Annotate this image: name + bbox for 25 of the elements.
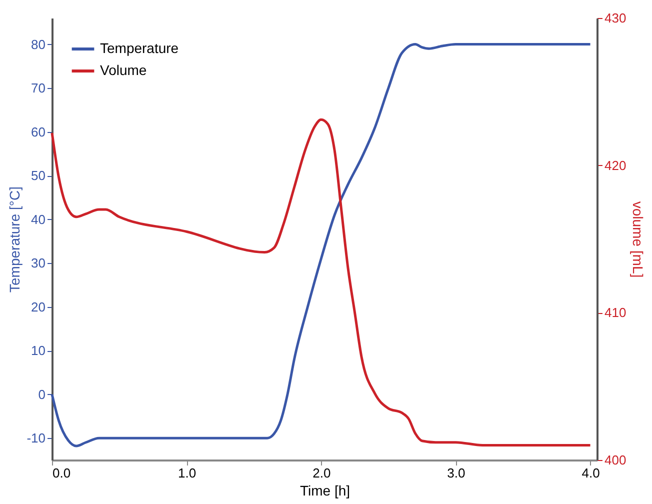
x-tick-label: 1.0 — [178, 466, 196, 480]
y-tick-label: -10 — [26, 430, 46, 446]
y-tick-label: 50 — [31, 168, 46, 184]
y2-axis-title: volume [mL] — [630, 201, 646, 278]
y2-tick-label: 420 — [604, 158, 626, 173]
x-tick-label: 0.0 — [52, 466, 71, 480]
x-axis-title: Time [h] — [300, 482, 350, 498]
x-tick-label: 4.0 — [582, 466, 600, 480]
y-tick-label: 10 — [31, 343, 46, 358]
y2-tick-label: 430 — [604, 10, 626, 26]
legend-label: Volume — [100, 62, 147, 78]
y-tick-label: 30 — [31, 256, 46, 271]
line-series — [50, 118, 592, 447]
y-tick-label: 70 — [31, 80, 46, 96]
y-tick-label: 40 — [31, 212, 46, 227]
y2-tick-label: 400 — [604, 452, 626, 468]
y-axis-title: Temperature [°C] — [6, 186, 23, 292]
y-tick-label: 20 — [31, 299, 46, 314]
y2-tick-label: 410 — [604, 305, 626, 320]
y-tick-label: 60 — [31, 124, 46, 140]
y-tick-label: 0 — [38, 386, 46, 402]
x-tick-label: 2.0 — [312, 466, 331, 480]
y-tick-label: 80 — [31, 36, 46, 52]
x-tick-label: 3.0 — [447, 466, 466, 480]
legend-label: Temperature — [100, 40, 179, 56]
